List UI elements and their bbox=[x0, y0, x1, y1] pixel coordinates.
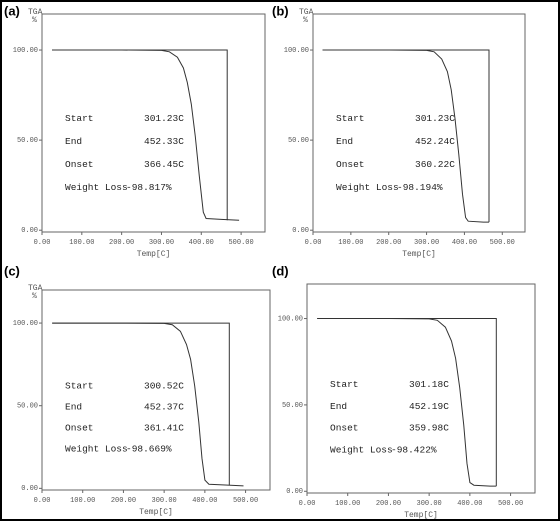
x-axis-label: Temp[C] bbox=[404, 511, 438, 520]
x-tick-label: 100.00 bbox=[335, 500, 360, 508]
y-tick-label: 100.00 bbox=[284, 47, 309, 55]
x-tick-label: 500.00 bbox=[498, 500, 523, 508]
x-axis-label: Temp[C] bbox=[137, 250, 171, 259]
annotation-label: Onset bbox=[336, 159, 365, 170]
annotation-value: -98.422% bbox=[391, 445, 437, 456]
annotation-value: -98.817% bbox=[126, 182, 172, 193]
data-line bbox=[52, 322, 230, 485]
annotation-label: Start bbox=[330, 379, 359, 390]
annotation-value: 301.18C bbox=[409, 379, 449, 390]
x-tick-label: 200.00 bbox=[376, 239, 401, 247]
y-tick-label: 50.00 bbox=[17, 137, 38, 145]
annotation-label: End bbox=[336, 136, 353, 147]
y-axis-unit: % bbox=[303, 16, 308, 25]
y-tick-label: 0.00 bbox=[21, 227, 38, 235]
y-axis-unit: % bbox=[32, 16, 37, 25]
annotation-label: End bbox=[65, 136, 82, 147]
y-tick-label: 50.00 bbox=[288, 137, 309, 145]
annotation-label: Weight Loss bbox=[336, 182, 399, 193]
x-tick-label: 0.00 bbox=[34, 497, 51, 505]
y-tick-label: 100.00 bbox=[13, 47, 38, 55]
plot-frame bbox=[41, 289, 271, 491]
data-line bbox=[52, 49, 228, 221]
y-tick-label: 0.00 bbox=[292, 227, 309, 235]
y-tick-label: 100.00 bbox=[13, 320, 38, 328]
x-tick-label: 400.00 bbox=[452, 239, 477, 247]
x-tick-label: 300.00 bbox=[414, 239, 439, 247]
x-axis-label: Temp[C] bbox=[402, 250, 436, 259]
y-axis-label: TGA bbox=[28, 8, 43, 17]
x-tick-label: 200.00 bbox=[376, 500, 401, 508]
y-tick-label: 0.00 bbox=[21, 485, 38, 493]
x-tick-label: 500.00 bbox=[228, 239, 253, 247]
plot-frame bbox=[41, 13, 266, 233]
annotation-value: 359.98C bbox=[409, 423, 449, 434]
x-tick-label: 0.00 bbox=[299, 500, 316, 508]
plot-frame bbox=[312, 13, 526, 233]
panel-label: (c) bbox=[4, 263, 20, 278]
annotation-value: 301.23C bbox=[415, 113, 455, 124]
x-tick-label: 500.00 bbox=[490, 239, 515, 247]
y-tick-label: 100.00 bbox=[278, 315, 303, 323]
annotation-value: 452.24C bbox=[415, 136, 455, 147]
annotation-label: Weight Loss bbox=[330, 445, 393, 456]
annotation-value: 361.41C bbox=[144, 423, 184, 434]
annotation-label: End bbox=[65, 402, 82, 413]
x-tick-label: 200.00 bbox=[111, 497, 136, 505]
annotation-label: Start bbox=[65, 113, 94, 124]
x-tick-label: 300.00 bbox=[152, 497, 177, 505]
y-tick-label: 50.00 bbox=[17, 403, 38, 411]
x-tick-label: 100.00 bbox=[69, 239, 94, 247]
data-line bbox=[317, 318, 497, 487]
x-tick-label: 400.00 bbox=[457, 500, 482, 508]
y-axis-label: TGA bbox=[299, 8, 314, 17]
annotation-value: 300.52C bbox=[144, 381, 184, 392]
x-tick-label: 0.00 bbox=[34, 239, 51, 247]
annotation-label: Start bbox=[65, 381, 94, 392]
x-tick-label: 400.00 bbox=[189, 239, 214, 247]
annotation-value: 452.33C bbox=[144, 136, 184, 147]
x-tick-label: 300.00 bbox=[149, 239, 174, 247]
annotation-value: 452.19C bbox=[409, 401, 449, 412]
annotation-value: 360.22C bbox=[415, 159, 455, 170]
data-line bbox=[322, 49, 490, 223]
annotation-label: End bbox=[330, 401, 347, 412]
x-tick-label: 100.00 bbox=[70, 497, 95, 505]
x-tick-label: 500.00 bbox=[233, 497, 258, 505]
x-tick-label: 100.00 bbox=[338, 239, 363, 247]
annotation-value: -98.194% bbox=[397, 182, 443, 193]
annotation-label: Onset bbox=[65, 159, 94, 170]
panel-label: (a) bbox=[4, 3, 20, 18]
annotation-label: Start bbox=[336, 113, 365, 124]
x-tick-label: 200.00 bbox=[109, 239, 134, 247]
x-tick-label: 400.00 bbox=[192, 497, 217, 505]
y-tick-label: 50.00 bbox=[282, 402, 303, 410]
x-tick-label: 300.00 bbox=[417, 500, 442, 508]
annotation-label: Weight Loss bbox=[65, 444, 128, 455]
x-axis-label: Temp[C] bbox=[139, 508, 173, 517]
plot-frame bbox=[306, 283, 536, 494]
annotation-label: Onset bbox=[65, 423, 94, 434]
y-axis-unit: % bbox=[32, 292, 37, 301]
annotation-label: Onset bbox=[330, 423, 359, 434]
annotation-label: Weight Loss bbox=[65, 182, 128, 193]
panel-label: (d) bbox=[272, 263, 289, 278]
y-tick-label: 0.00 bbox=[286, 488, 303, 496]
y-axis-label: TGA bbox=[28, 284, 43, 293]
annotation-value: -98.669% bbox=[126, 444, 172, 455]
annotation-value: 452.37C bbox=[144, 402, 184, 413]
panel-label: (b) bbox=[272, 3, 289, 18]
annotation-value: 366.45C bbox=[144, 159, 184, 170]
x-tick-label: 0.00 bbox=[305, 239, 322, 247]
annotation-value: 301.23C bbox=[144, 113, 184, 124]
